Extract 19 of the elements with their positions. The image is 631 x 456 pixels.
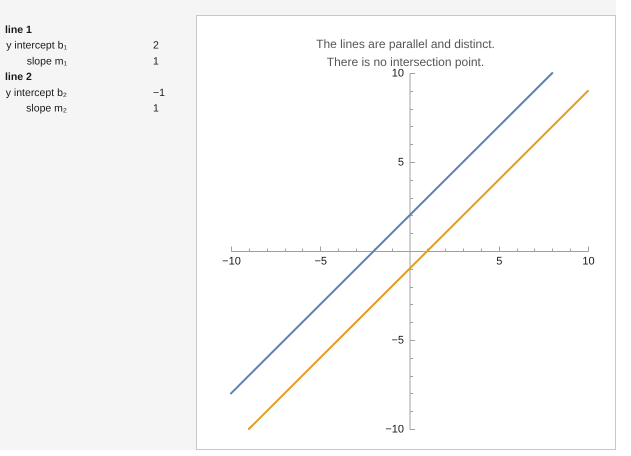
y-tick-label: 5 — [398, 156, 404, 168]
chart-title: The lines are parallel and distinct. There is no intersection point. — [316, 37, 495, 69]
text: slope m₁ — [26, 55, 68, 68]
text: 1 — [153, 102, 159, 114]
y-tick-label: 10 — [392, 68, 404, 80]
text: line 1 — [5, 24, 32, 36]
y-tick-label: −5 — [391, 334, 404, 346]
x-tick-label: 5 — [496, 256, 502, 268]
text: 2 — [153, 40, 159, 52]
text: slope m₂ — [26, 102, 67, 114]
text: y intercept b₁ — [6, 40, 68, 52]
text: −1 — [153, 86, 166, 99]
text: y intercept b₂ — [6, 86, 67, 99]
y-tick-label: −10 — [385, 424, 404, 436]
text: 1 — [153, 55, 159, 68]
text: line 2 — [5, 71, 32, 84]
x-tick-label: −5 — [314, 256, 328, 268]
x-tick-label: −10 — [222, 256, 241, 268]
x-tick-label: 10 — [582, 256, 595, 268]
